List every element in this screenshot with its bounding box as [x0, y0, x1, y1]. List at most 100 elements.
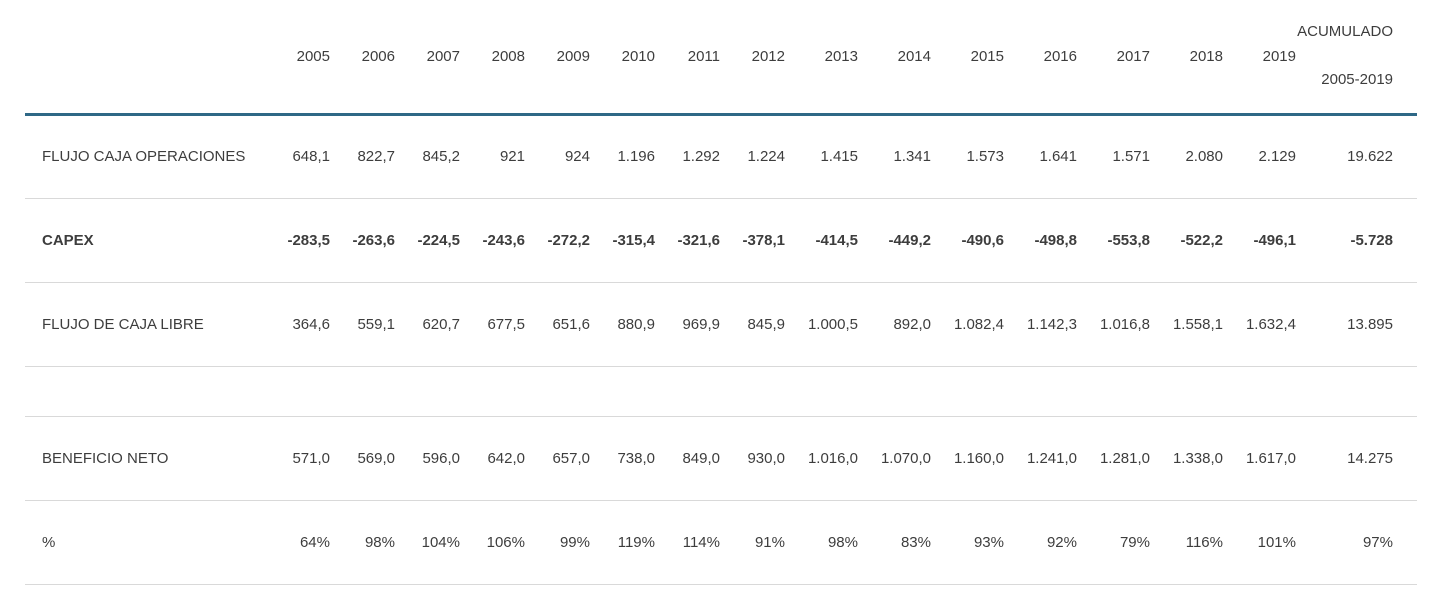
total-cell: 14.275 — [1347, 449, 1393, 467]
value-cell: 620,7 — [422, 315, 460, 333]
value-cell: -263,6 — [352, 231, 395, 249]
row-capex: CAPEX -283,5 -263,6 -224,5 -243,6 -272,2… — [25, 198, 1417, 282]
value-cell: -414,5 — [815, 231, 858, 249]
value-cell: 101% — [1257, 533, 1296, 551]
value-cell: 79% — [1119, 533, 1150, 551]
value-cell: 1.070,0 — [880, 449, 931, 467]
value-cell: 364,6 — [292, 315, 330, 333]
year-header: 2018 — [1189, 47, 1223, 65]
year-header: 2019 — [1262, 47, 1296, 65]
value-cell: -315,4 — [612, 231, 655, 249]
year-header: 2013 — [824, 47, 858, 65]
value-cell: -224,5 — [417, 231, 460, 249]
year-header: 2014 — [897, 47, 931, 65]
spacer-row — [25, 366, 1417, 416]
row-beneficio-neto: BENEFICIO NETO 571,0 569,0 596,0 642,0 6… — [25, 416, 1417, 500]
value-cell: 924 — [564, 148, 590, 165]
row-flujo-de-caja-libre: FLUJO DE CAJA LIBRE 364,6 559,1 620,7 67… — [25, 282, 1417, 366]
value-cell: 1.632,4 — [1245, 315, 1296, 333]
value-cell: -283,5 — [287, 231, 330, 249]
value-cell: 1.224 — [747, 148, 785, 165]
year-header: 2011 — [687, 47, 720, 65]
financial-table-container: 2005 2006 2007 2008 2009 2010 2011 2012 … — [25, 0, 1417, 585]
value-cell: 1.338,0 — [1172, 449, 1223, 467]
value-cell: 1.415 — [820, 148, 858, 165]
row-flujo-caja-operaciones: FLUJO CAJA OPERACIONES 648,1 822,7 845,2… — [25, 114, 1417, 198]
value-cell: -272,2 — [547, 231, 590, 249]
year-header: 2015 — [970, 47, 1004, 65]
value-cell: 93% — [973, 533, 1004, 551]
value-cell: 559,1 — [357, 315, 395, 333]
accumulated-header-line1: ACUMULADO — [1297, 23, 1393, 41]
value-cell: -449,2 — [888, 231, 931, 249]
value-cell: -553,8 — [1107, 231, 1150, 249]
value-cell: 116% — [1185, 533, 1223, 551]
value-cell: -321,6 — [677, 231, 720, 249]
row-label: FLUJO CAJA OPERACIONES — [42, 148, 246, 165]
row-percent: % 64% 98% 104% 106% 99% 119% 114% 91% 98… — [25, 500, 1417, 584]
value-cell: 1.142,3 — [1026, 315, 1077, 333]
value-cell: 119% — [617, 533, 655, 551]
year-header: 2009 — [556, 47, 590, 65]
value-cell: 969,9 — [682, 315, 720, 333]
spacer-cell — [25, 366, 1417, 416]
value-cell: 921 — [499, 148, 525, 165]
row-label: FLUJO DE CAJA LIBRE — [42, 315, 204, 333]
total-cell: 19.622 — [1347, 148, 1393, 165]
year-header: 2010 — [621, 47, 655, 65]
value-cell: 1.000,5 — [807, 315, 858, 333]
year-header: 2006 — [361, 47, 395, 65]
year-header: 2007 — [426, 47, 460, 65]
value-cell: 1.196 — [617, 148, 655, 165]
value-cell: 642,0 — [487, 449, 525, 467]
value-cell: -498,8 — [1034, 231, 1077, 249]
value-cell: 1.292 — [682, 148, 720, 165]
value-cell: 880,9 — [617, 315, 655, 333]
value-cell: 648,1 — [292, 148, 330, 165]
value-cell: 1.082,4 — [953, 315, 1004, 333]
value-cell: 106% — [486, 533, 525, 551]
row-label: % — [42, 533, 56, 551]
value-cell: 849,0 — [682, 449, 720, 467]
value-cell: 845,9 — [747, 315, 785, 333]
cash-flow-table: 2005 2006 2007 2008 2009 2010 2011 2012 … — [25, 0, 1417, 585]
value-cell: 1.617,0 — [1245, 449, 1296, 467]
value-cell: 114% — [682, 533, 720, 551]
value-cell: 1.016,8 — [1099, 315, 1150, 333]
value-cell: 99% — [559, 533, 590, 551]
value-cell: 892,0 — [893, 315, 931, 333]
value-cell: 677,5 — [487, 315, 525, 333]
value-cell: 1.573 — [966, 148, 1004, 165]
value-cell: 2.080 — [1185, 148, 1223, 165]
value-cell: 98% — [364, 533, 395, 551]
value-cell: 930,0 — [747, 449, 785, 467]
total-cell: 13.895 — [1347, 315, 1393, 333]
year-header: 2016 — [1043, 47, 1077, 65]
value-cell: 1.341 — [893, 148, 931, 165]
header-label-spacer — [25, 0, 265, 114]
value-cell: -378,1 — [742, 231, 785, 249]
total-cell: -5.728 — [1350, 231, 1393, 249]
row-label: BENEFICIO NETO — [42, 449, 169, 467]
value-cell: 657,0 — [552, 449, 590, 467]
total-cell: 97% — [1362, 533, 1393, 551]
value-cell: 98% — [827, 533, 858, 551]
value-cell: 1.241,0 — [1026, 449, 1077, 467]
value-cell: 596,0 — [422, 449, 460, 467]
accumulated-header: ACUMULADO 2005-2019 — [1296, 0, 1417, 114]
accumulated-header-line2: 2005-2019 — [1321, 71, 1393, 89]
value-cell: 92% — [1046, 533, 1077, 551]
value-cell: 571,0 — [292, 449, 330, 467]
value-cell: 2.129 — [1258, 148, 1296, 165]
year-header: 2008 — [491, 47, 525, 65]
value-cell: -490,6 — [961, 231, 1004, 249]
row-label: CAPEX — [42, 231, 94, 249]
value-cell: -522,2 — [1180, 231, 1223, 249]
value-cell: 83% — [900, 533, 931, 551]
value-cell: 1.558,1 — [1172, 315, 1223, 333]
value-cell: 1.641 — [1039, 148, 1077, 165]
value-cell: 651,6 — [552, 315, 590, 333]
value-cell: 569,0 — [357, 449, 395, 467]
value-cell: -496,1 — [1253, 231, 1296, 249]
value-cell: 845,2 — [422, 148, 460, 165]
